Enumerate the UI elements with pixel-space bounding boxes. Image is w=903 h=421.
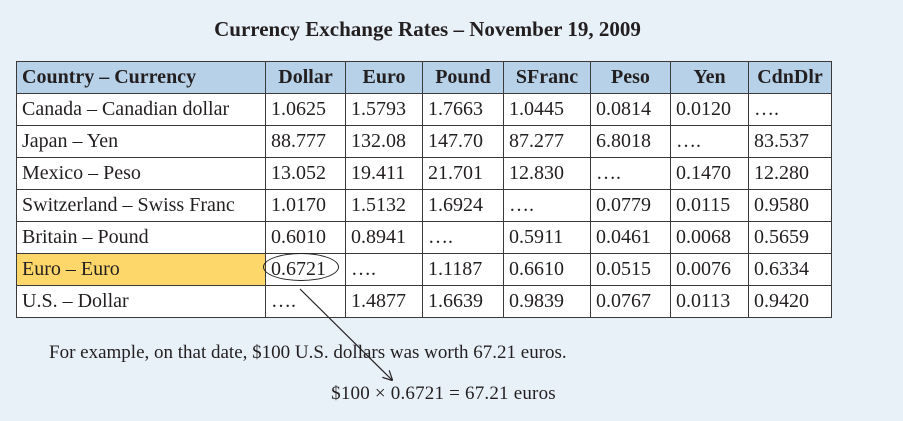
rate-cell: 1.6639: [422, 285, 504, 318]
equation-text: $100 × 0.6721 = 67.21 euros: [331, 383, 556, 404]
rate-cell: 0.0779: [590, 189, 671, 222]
rate-cell: 0.0068: [670, 221, 749, 254]
rate-cell: 0.5911: [503, 221, 591, 254]
table-row-switzerland: Switzerland – Swiss Franc 1.0170 1.5132 …: [16, 189, 832, 222]
column-header-peso: Peso: [590, 61, 671, 94]
rate-cell: 1.5132: [345, 189, 423, 222]
column-header-yen: Yen: [670, 61, 749, 94]
table-row-japan: Japan – Yen 88.777 132.08 147.70 87.277 …: [16, 125, 832, 158]
rate-cell: ….: [590, 157, 671, 190]
rate-cell: 0.0515: [590, 253, 671, 286]
rate-cell: ….: [265, 285, 346, 318]
page-title: Currency Exchange Rates – November 19, 2…: [214, 17, 641, 41]
row-label: Switzerland – Swiss Franc: [16, 189, 266, 222]
row-label: Mexico – Peso: [16, 157, 266, 190]
row-label-highlighted: Euro – Euro: [16, 253, 266, 286]
exchange-rate-table: Country – Currency Dollar Euro Pound SFr…: [16, 61, 832, 318]
table-row-mexico: Mexico – Peso 13.052 19.411 21.701 12.83…: [16, 157, 832, 190]
rate-cell: 147.70: [422, 125, 504, 158]
rate-cell: 12.830: [503, 157, 591, 190]
column-header-pound: Pound: [422, 61, 504, 94]
row-label: U.S. – Dollar: [16, 285, 266, 318]
example-equation: $100 × 0.6721 = 67.21 euros: [0, 383, 903, 405]
rate-cell: 0.6610: [503, 253, 591, 286]
rate-cell: 1.6924: [422, 189, 504, 222]
circled-rate-value: 0.6721: [271, 258, 326, 280]
table-row-britain: Britain – Pound 0.6010 0.8941 …. 0.5911 …: [16, 221, 832, 254]
rate-cell: 1.1187: [422, 253, 504, 286]
rate-cell: 1.0445: [503, 93, 591, 126]
rate-cell: 0.9580: [748, 189, 832, 222]
table-row-us: U.S. – Dollar …. 1.4877 1.6639 0.9839 0.…: [16, 285, 832, 318]
rate-cell: 0.8941: [345, 221, 423, 254]
rate-cell: 0.6334: [748, 253, 832, 286]
rate-cell: 19.411: [345, 157, 423, 190]
rate-cell: 0.0113: [670, 285, 749, 318]
column-header-sfranc: SFranc: [503, 61, 591, 94]
rate-cell: 1.7663: [422, 93, 504, 126]
rate-cell: 0.0767: [590, 285, 671, 318]
rate-cell: 1.0170: [265, 189, 346, 222]
rate-cell: 87.277: [503, 125, 591, 158]
rate-cell: 13.052: [265, 157, 346, 190]
rate-cell: 12.280: [748, 157, 832, 190]
rate-cell: 0.6010: [265, 221, 346, 254]
rate-cell: 1.4877: [345, 285, 423, 318]
rate-cell: 0.0115: [670, 189, 749, 222]
rate-cell: 21.701: [422, 157, 504, 190]
rate-cell: ….: [748, 93, 832, 126]
row-label: Britain – Pound: [16, 221, 266, 254]
rate-cell: 88.777: [265, 125, 346, 158]
row-label: Canada – Canadian dollar: [16, 93, 266, 126]
rate-cell: 1.5793: [345, 93, 423, 126]
rate-cell: 0.0076: [670, 253, 749, 286]
rate-cell: ….: [670, 125, 749, 158]
table-row-canada: Canada – Canadian dollar 1.0625 1.5793 1…: [16, 93, 832, 126]
column-header-country: Country – Currency: [16, 61, 266, 94]
rate-cell: 1.0625: [265, 93, 346, 126]
circled-rate: 0.6721: [263, 253, 339, 281]
rate-cell: 0.0120: [670, 93, 749, 126]
rate-cell-circled: 0.6721: [263, 253, 346, 286]
column-header-dollar: Dollar: [265, 61, 346, 94]
table-row-euro: Euro – Euro 0.6721 …. 1.1187 0.6610 0.05…: [16, 253, 832, 286]
rate-cell: 132.08: [345, 125, 423, 158]
rate-cell: 6.8018: [590, 125, 671, 158]
rate-cell: 0.9420: [748, 285, 832, 318]
rate-cell: 83.537: [748, 125, 832, 158]
rate-cell: ….: [345, 253, 423, 286]
row-label: Japan – Yen: [16, 125, 266, 158]
table-header-row: Country – Currency Dollar Euro Pound SFr…: [16, 61, 832, 94]
rate-cell: 0.0814: [590, 93, 671, 126]
rate-cell: 0.0461: [590, 221, 671, 254]
rate-cell: 0.9839: [503, 285, 591, 318]
column-header-cdndlr: CdnDlr: [748, 61, 832, 94]
rate-cell: 0.5659: [748, 221, 832, 254]
rate-cell: ….: [503, 189, 591, 222]
rate-cell: 0.1470: [670, 157, 749, 190]
rate-cell: ….: [422, 221, 504, 254]
example-sentence: For example, on that date, $100 U.S. dol…: [49, 342, 567, 363]
column-header-euro: Euro: [345, 61, 423, 94]
